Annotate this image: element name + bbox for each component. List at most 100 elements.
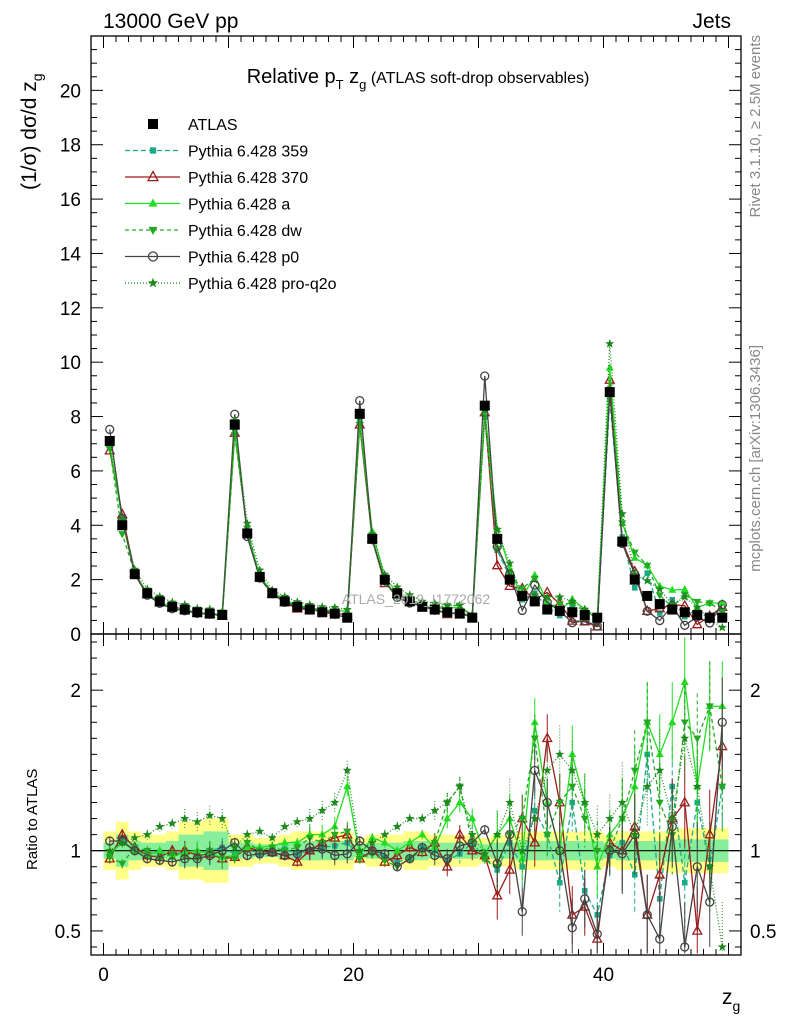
ratio-point (280, 838, 289, 846)
ratio-point (555, 799, 564, 807)
ratio-point (380, 857, 389, 865)
ratio-point (255, 849, 265, 859)
ratio-point (267, 833, 277, 842)
main-point (567, 596, 577, 606)
legend-label: Pythia 6.428 359 (188, 144, 308, 161)
x-tick-label: 0 (98, 965, 109, 986)
main-point (717, 599, 727, 610)
main-point (718, 608, 727, 616)
main-series-line (109, 343, 723, 629)
legend-label: Pythia 6.428 dw (188, 223, 302, 240)
main-point (605, 338, 615, 348)
ratio-tick-label-left: 2 (70, 681, 81, 702)
ratio-point (430, 839, 439, 848)
ratio-point (205, 810, 215, 820)
legend-marker (147, 251, 159, 262)
main-point (493, 545, 502, 553)
ratio-point (541, 732, 553, 743)
ratio-point (531, 807, 538, 814)
ratio-point (417, 813, 427, 823)
y-tick-label: 16 (60, 190, 81, 211)
ratio-point (442, 854, 452, 864)
ratio-point (293, 844, 302, 852)
atlas-point (642, 590, 653, 601)
ratio-point (705, 703, 714, 711)
atlas-point (592, 612, 603, 623)
legend-entry: Pythia 6.428 dw (125, 223, 302, 240)
ratio-point (167, 818, 177, 828)
y-tick-label: 12 (60, 299, 81, 320)
header-right: Jets (692, 10, 731, 33)
main-point (380, 569, 390, 579)
ratio-point (543, 831, 552, 840)
atlas-point (167, 601, 178, 612)
main-point (518, 585, 527, 593)
legend-entry: ATLAS (148, 117, 238, 134)
main-point (630, 549, 639, 557)
atlas-point (617, 536, 628, 547)
ratio-point (380, 838, 389, 846)
atlas-point (179, 604, 190, 615)
ratio-point (291, 855, 303, 866)
atlas-point (667, 604, 678, 615)
ratio-point (667, 821, 677, 832)
atlas-point (492, 533, 503, 544)
ratio-point (130, 833, 140, 842)
main-point (255, 565, 265, 574)
ratio-point (617, 849, 627, 859)
ratio-point (441, 860, 453, 871)
main-point (118, 531, 127, 539)
ratio-point (404, 841, 416, 852)
atlas-point (304, 604, 315, 615)
atlas-point (517, 590, 528, 601)
ratio-series-line (109, 738, 723, 948)
ratio-point (142, 854, 152, 864)
main-point (580, 604, 590, 614)
atlas-point (229, 419, 240, 430)
ratio-point (342, 849, 352, 859)
atlas-point (354, 408, 365, 419)
ratio-point (655, 934, 665, 944)
ratio-point (343, 782, 352, 790)
ratio-point (242, 850, 252, 861)
ratio-point (643, 719, 652, 727)
ratio-point (480, 855, 489, 864)
side-label-bottom: mcplots.cern.ch [arXiv:1306.3436] (747, 345, 764, 572)
ratio-point (466, 844, 478, 855)
atlas-point (529, 596, 540, 607)
atlas-point (504, 574, 515, 585)
atlas-point (417, 601, 428, 612)
ratio-point (455, 781, 465, 791)
ratio-point (717, 717, 727, 727)
ratio-point (317, 805, 327, 815)
ratio-point (405, 854, 415, 864)
ratio-point (467, 829, 477, 839)
ratio-point (642, 910, 652, 920)
ratio-point (393, 846, 402, 854)
ratio-tick-label-left: 1 (70, 842, 81, 863)
ratio-point (118, 860, 127, 868)
ratio-point (155, 846, 164, 854)
ratio-point (492, 829, 502, 839)
legend-entry: Pythia 6.428 370 (125, 170, 308, 187)
ratio-point (292, 817, 302, 826)
atlas-point (654, 599, 665, 610)
ratio-point (556, 879, 563, 886)
atlas-point (554, 605, 565, 616)
ratio-point (580, 894, 590, 904)
main-point (617, 509, 627, 518)
atlas-point (279, 596, 290, 607)
ratio-point (117, 837, 127, 847)
ratio-point (392, 821, 402, 831)
ratio-point (230, 855, 239, 864)
ratio-panel-series (104, 637, 728, 954)
ratio-point (130, 846, 140, 856)
atlas-point (154, 596, 165, 607)
main-point (555, 592, 565, 601)
main-point (242, 518, 252, 528)
main-point (305, 599, 315, 609)
ratio-point (255, 826, 265, 836)
chart-title: Relative pT zg (ATLAS soft-drop observab… (247, 66, 590, 92)
ratio-point (105, 854, 114, 862)
ratio-tick-label-right: 1 (750, 842, 761, 863)
